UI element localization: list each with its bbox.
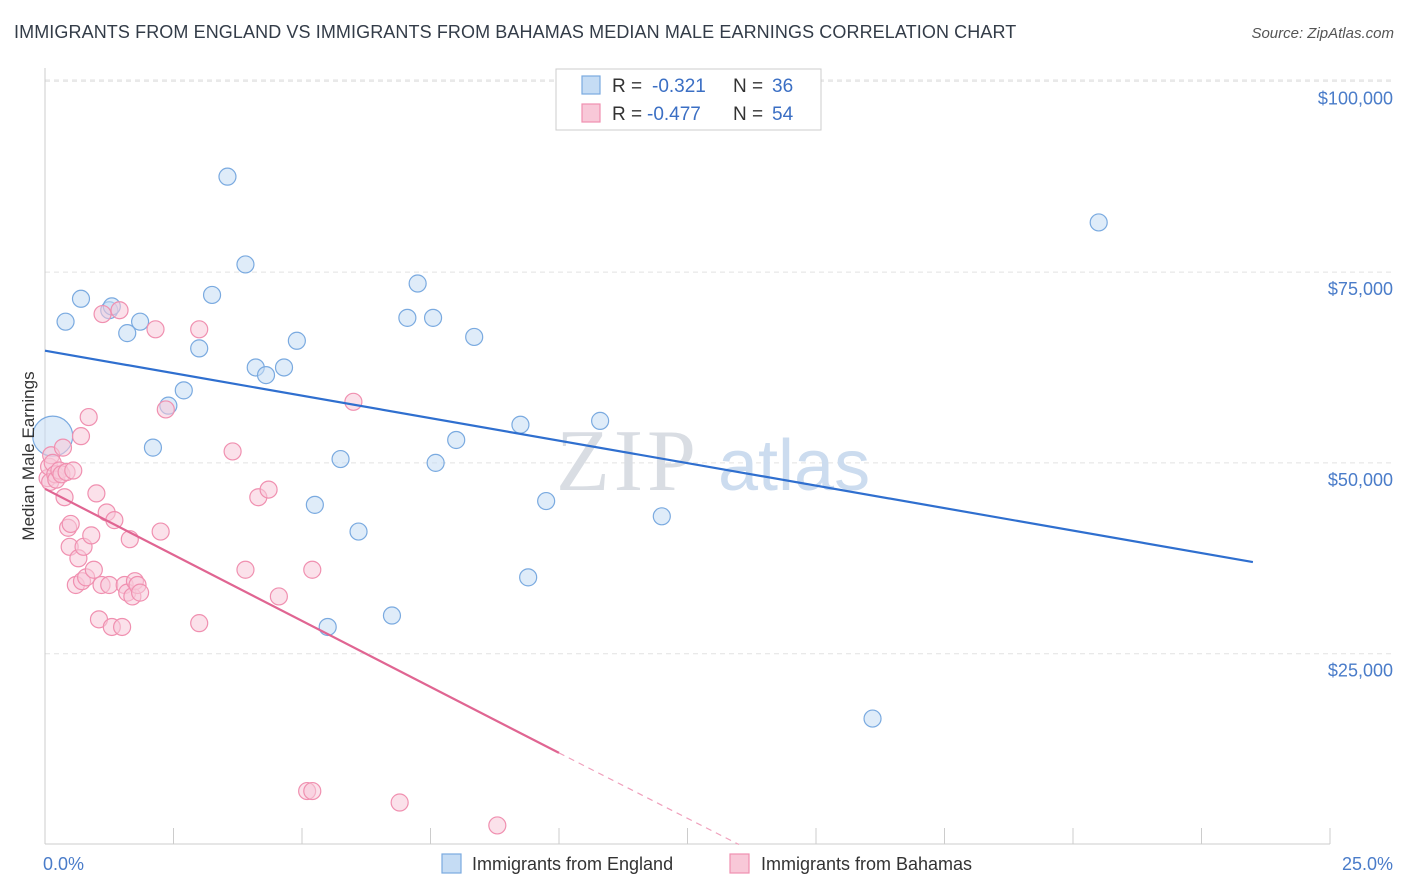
legend-swatch-bahamas <box>581 103 601 123</box>
point-england <box>408 274 427 293</box>
y-tick-label: $25,000 <box>1328 661 1393 681</box>
bottom-legend: Immigrants from England Immigrants from … <box>441 853 972 874</box>
legend-n-value-bahamas: 54 <box>772 104 794 125</box>
legend-r-label-bahamas: R = <box>612 104 642 125</box>
tick-labels: $25,000 $50,000 $75,000 $100,000 0.0% 25.0% <box>43 88 1393 874</box>
point-england <box>274 358 294 377</box>
point-england <box>382 606 402 625</box>
y-tick-label: $75,000 <box>1328 279 1393 299</box>
point-bahamas <box>269 587 288 606</box>
data-points <box>32 167 1108 835</box>
chart-title: IMMIGRANTS FROM ENGLAND VS IMMIGRANTS FR… <box>14 22 1017 42</box>
point-england <box>349 522 368 541</box>
bottom-legend-label-england: Immigrants from England <box>472 854 673 874</box>
point-bahamas <box>303 781 322 801</box>
point-bahamas <box>84 560 103 579</box>
point-england <box>1089 213 1108 232</box>
legend-n-label-bahamas: N = <box>733 104 763 125</box>
point-bahamas <box>146 320 165 339</box>
point-bahamas <box>130 583 150 602</box>
legend-n-label-england: N = <box>733 76 763 97</box>
point-bahamas <box>190 320 209 339</box>
point-bahamas <box>79 407 98 427</box>
source-label: Source: ZipAtlas.com <box>1251 25 1394 42</box>
trend-lines <box>44 349 1254 846</box>
point-england <box>71 289 91 308</box>
bottom-legend-swatch-bahamas <box>729 853 750 874</box>
legend-r-value-bahamas: -0.477 <box>647 104 701 125</box>
point-bahamas <box>488 816 507 835</box>
point-bahamas <box>100 575 119 595</box>
legend-box: R = -0.321 N = 36 R = -0.477 N = 54 <box>555 68 822 131</box>
x-tick-label: 0.0% <box>43 854 84 874</box>
trend-line-england <box>44 349 1254 564</box>
point-england <box>398 308 417 327</box>
point-england <box>256 366 276 385</box>
point-bahamas <box>259 480 278 499</box>
bottom-legend-label-bahamas: Immigrants from Bahamas <box>761 854 972 874</box>
point-england <box>426 453 445 472</box>
point-bahamas <box>151 522 170 541</box>
point-bahamas <box>64 461 83 480</box>
point-england <box>236 255 255 274</box>
point-bahamas <box>110 301 129 320</box>
point-england <box>331 449 350 469</box>
point-england <box>652 507 671 526</box>
y-axis-label: Median Male Earnings <box>19 371 38 540</box>
point-bahamas <box>112 617 132 637</box>
point-england <box>465 327 484 347</box>
point-bahamas <box>344 392 363 411</box>
point-england <box>287 331 306 350</box>
point-bahamas <box>223 442 242 461</box>
legend-n-value-england: 36 <box>772 76 793 97</box>
point-bahamas <box>236 560 255 579</box>
point-bahamas <box>105 511 124 530</box>
trend-line-bahamas-extension <box>558 752 740 846</box>
point-england <box>202 285 222 305</box>
point-england <box>130 312 150 331</box>
point-england <box>56 312 75 331</box>
point-bahamas <box>55 488 74 507</box>
point-england <box>447 430 466 450</box>
point-england <box>863 709 882 728</box>
bottom-legend-swatch-england <box>441 853 462 874</box>
point-england <box>423 308 443 327</box>
point-england <box>511 415 530 434</box>
point-bahamas <box>87 484 106 503</box>
point-bahamas <box>390 793 409 812</box>
point-bahamas <box>71 427 91 446</box>
point-england <box>218 167 237 186</box>
point-bahamas <box>93 304 112 324</box>
legend-r-label-england: R = <box>612 76 642 97</box>
point-bahamas <box>303 560 322 579</box>
y-tick-label: $100,000 <box>1318 88 1393 108</box>
point-england <box>174 381 193 400</box>
point-bahamas <box>190 614 209 633</box>
point-bahamas <box>82 526 101 545</box>
x-tick-label: 25.0% <box>1342 854 1393 874</box>
point-bahamas <box>156 400 175 419</box>
legend-swatch-england <box>581 75 601 95</box>
point-bahamas <box>61 514 80 534</box>
point-england <box>305 495 324 514</box>
point-bahamas <box>53 438 73 457</box>
point-england <box>118 324 137 343</box>
y-tick-label: $50,000 <box>1328 470 1393 490</box>
point-england <box>143 438 163 457</box>
point-england <box>537 491 556 511</box>
point-england <box>591 411 610 430</box>
point-england <box>190 339 209 358</box>
legend-r-value-england: -0.321 <box>652 76 706 97</box>
watermark-atlas: atlas <box>718 426 870 506</box>
trend-line-bahamas <box>44 487 560 754</box>
point-england <box>519 568 538 587</box>
